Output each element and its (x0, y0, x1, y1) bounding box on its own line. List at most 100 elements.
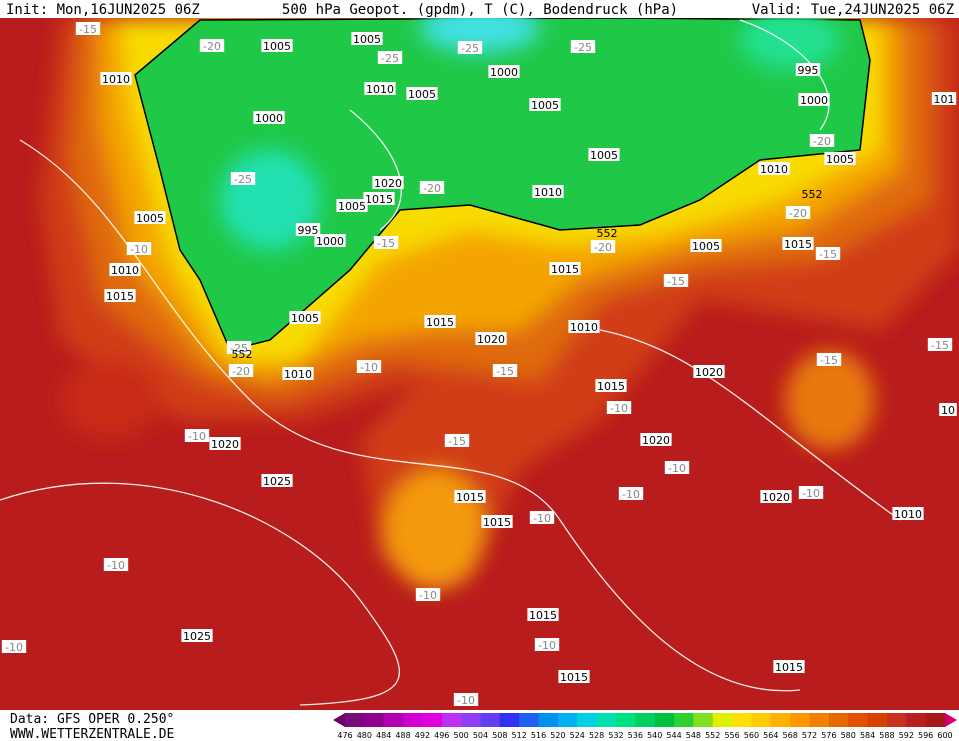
isotherm-label-box (230, 172, 256, 185)
isotherm-label: -15 (931, 339, 949, 352)
isobar-label-box (760, 490, 792, 503)
isotherm-label: -15 (667, 275, 685, 288)
isobar-label: 1010 (760, 163, 788, 176)
legend-tick-label: 564 (763, 731, 778, 740)
legend-swatch (693, 713, 714, 727)
isotherm-label: -10 (360, 361, 378, 374)
valid-time: Valid: Tue,24JUN2025 06Z (752, 2, 954, 18)
isotherm-label-box (444, 434, 470, 447)
isobar-label-box (527, 608, 559, 621)
legend-tick-label: 532 (608, 731, 623, 740)
isobar-label-box (558, 670, 590, 683)
isotherm-label: -10 (188, 430, 206, 443)
isobar-label-box (134, 211, 166, 224)
isobar-label-box (282, 367, 314, 380)
isobar-label-box (253, 111, 285, 124)
isobar-label-box (588, 148, 620, 161)
isotherm-label-box (419, 181, 445, 194)
legend-tick-label: 552 (705, 731, 720, 740)
data-source: Data: GFS OPER 0.250° (10, 712, 174, 727)
isobar-label: 1005 (338, 200, 366, 213)
isobar-label-box (475, 332, 507, 345)
isobar-label-box (209, 437, 241, 450)
map-title: 500 hPa Geopot. (gpdm), T (C), Bodendruc… (282, 2, 678, 18)
isobar-label: 1010 (894, 508, 922, 521)
legend-swatch (383, 713, 404, 727)
isotherm-label: -10 (538, 639, 556, 652)
legend-tick-label: 572 (802, 731, 817, 740)
legend-swatch (674, 713, 694, 727)
legend-tick-label: 556 (724, 731, 739, 740)
isobar-label-box (690, 239, 722, 252)
isobar-label: 1005 (826, 153, 854, 166)
isobar-label-box (488, 65, 520, 78)
isobar-label-box (372, 176, 404, 189)
isobar-label-box (289, 311, 321, 324)
legend-swatch (538, 713, 559, 727)
isobar-label: 1015 (551, 263, 579, 276)
isobar-label: 1025 (183, 630, 211, 643)
isobar-label-box (773, 660, 805, 673)
isobar-label-box (100, 72, 132, 85)
isobar-label-box (454, 490, 486, 503)
isotherm-label: -20 (423, 182, 441, 195)
isotherm-label-box (457, 41, 483, 54)
isobar-label-box (640, 433, 672, 446)
isobar-label-box (798, 93, 830, 106)
isobar-label: 1010 (534, 186, 562, 199)
isotherm-label: -20 (813, 135, 831, 148)
isobar-label: 1020 (695, 366, 723, 379)
isobar-label-box (693, 365, 725, 378)
legend-swatch (557, 713, 578, 727)
legend-swatch (770, 713, 791, 727)
legend-swatch (422, 713, 443, 727)
legend-swatch (345, 713, 365, 727)
isotherm-label: -20 (232, 365, 250, 378)
isobar-label: 995 (798, 64, 819, 77)
isobar-label-box (181, 629, 213, 642)
isobar-label-box (109, 263, 141, 276)
legend-tick-label: 528 (589, 731, 604, 740)
legend-tick-label: 568 (783, 731, 798, 740)
legend-swatch (480, 713, 501, 727)
isobar-label-box (261, 39, 293, 52)
isotherm-label-box (663, 274, 689, 287)
isotherm-label-box (199, 39, 225, 52)
legend-tick-label: 516 (531, 731, 546, 740)
isobar-label: 1015 (483, 516, 511, 529)
legend-tick-label: 584 (860, 731, 875, 740)
isobar-label: 1005 (291, 312, 319, 325)
isobar-label-box (758, 162, 790, 175)
isobar-label: 1020 (211, 438, 239, 451)
legend-swatch (615, 713, 636, 727)
isobar-label: 1015 (597, 380, 625, 393)
isobar-label: 10 (941, 404, 955, 417)
isotherm-label: -25 (574, 41, 592, 54)
height-label: 552 (597, 227, 618, 240)
legend-swatch (828, 713, 849, 727)
isobar-label-box (351, 32, 383, 45)
isobar-label: 1005 (408, 88, 436, 101)
isobar-label: 1015 (365, 193, 393, 206)
legend-tick-label: 560 (744, 731, 759, 740)
isotherm-label: -25 (234, 173, 252, 186)
legend-tick-label: 476 (337, 731, 352, 740)
isobar-label: 1015 (775, 661, 803, 674)
map-field (0, 18, 959, 710)
isotherm-label: -20 (594, 241, 612, 254)
legend-tick-label: 600 (937, 731, 952, 740)
isotherm-label: -25 (230, 342, 248, 355)
legend-arrow (333, 713, 345, 727)
isobar-label-box (364, 82, 396, 95)
isotherm-label-box (815, 247, 841, 260)
isobar-label-box (532, 185, 564, 198)
site-name: WWW.WETTERZENTRALE.DE (10, 727, 174, 741)
isobar-label-box (424, 315, 456, 328)
isotherm-label-box (798, 486, 824, 499)
isobar-label-box (931, 92, 957, 105)
legend-tick-label: 492 (415, 731, 430, 740)
isobar-label-box (529, 98, 561, 111)
isotherm-label-box (529, 511, 555, 524)
legend-arrow (945, 713, 957, 727)
